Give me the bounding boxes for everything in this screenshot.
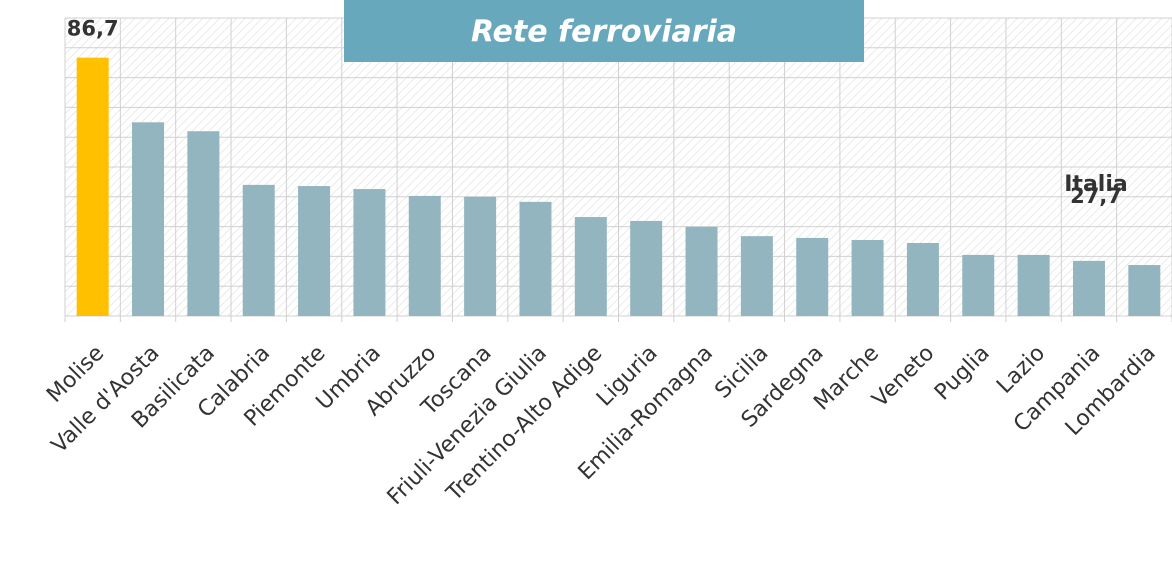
chart-title: Rete ferroviaria: [471, 15, 737, 50]
bar: [464, 196, 497, 316]
value-label: 86,7: [67, 17, 119, 41]
bar: [408, 195, 441, 316]
bar: [1072, 260, 1105, 316]
reference-name: Italia: [1064, 172, 1127, 197]
bar: [796, 237, 829, 316]
x-tick-label: Veneto: [868, 341, 940, 413]
bar: [519, 201, 552, 316]
reference-label: 27,7: [1070, 184, 1122, 208]
bar: [298, 186, 331, 316]
bar: [76, 57, 109, 316]
bar: [353, 189, 386, 316]
bar: [132, 122, 165, 316]
bar: [242, 184, 275, 316]
bar: [962, 254, 995, 316]
bar: [906, 242, 939, 316]
title-box: [344, 0, 864, 62]
bar: [740, 236, 773, 316]
bar: [685, 226, 718, 316]
x-tick-label: Puglia: [930, 341, 995, 406]
bar: [851, 240, 884, 316]
bar: [1128, 265, 1161, 316]
bar: [187, 131, 220, 316]
bar: [1017, 254, 1050, 316]
